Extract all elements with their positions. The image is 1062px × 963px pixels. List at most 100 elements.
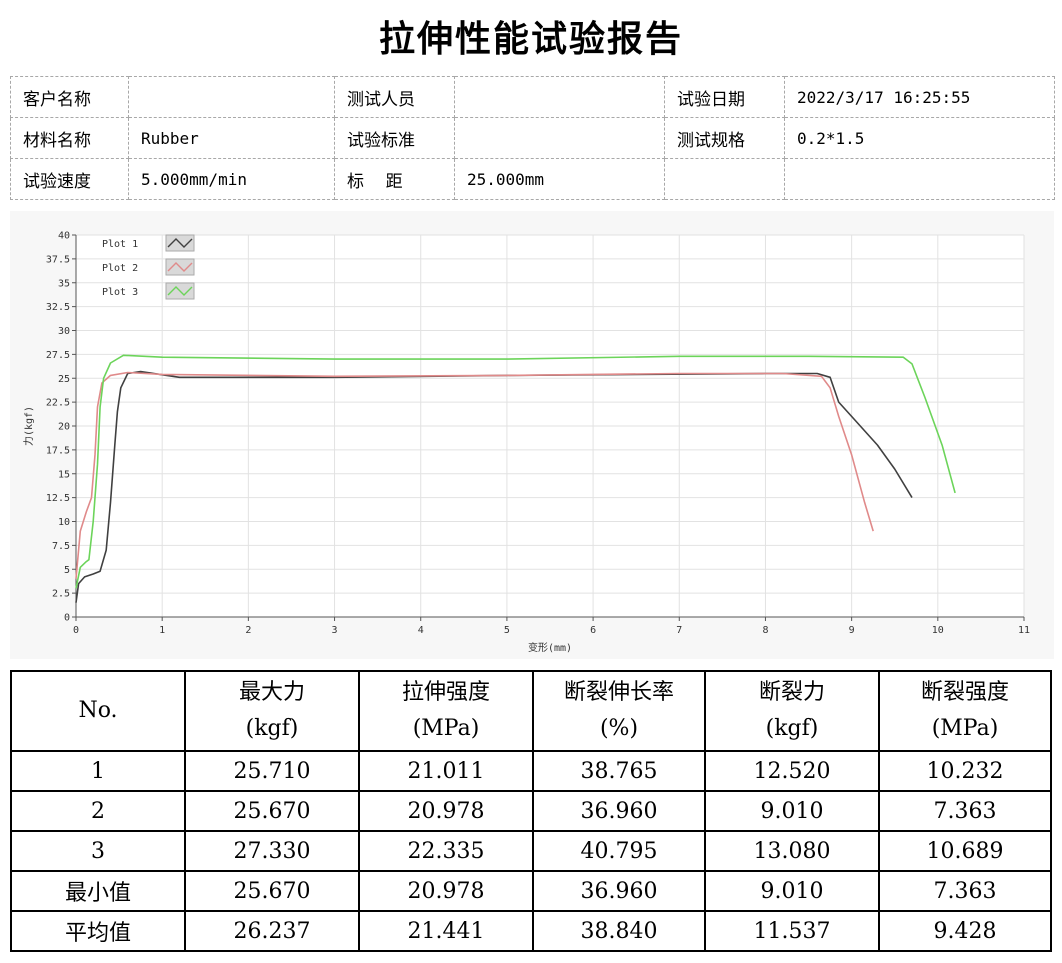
results-cell: 12.520 [704,750,880,792]
results-header-row: No. 最大力 (kgf) 拉伸强度 (MPa) 断裂伸长率 (%) 断裂力 (kgf) 断裂强度… [10,670,1052,752]
header-title: No. [78,698,118,723]
axes: 0 1 2 3 4 5 6 7 8 9 10 11 0 2.5 5 7.5 10 12.5 15 17.5 20 22.5… [46,231,1030,637]
results-cell: 38.765 [532,750,706,792]
gauge-value: 25.000mm [454,158,665,200]
results-cell: 11.537 [704,910,880,952]
results-cell: 2 [10,790,186,832]
results-cell: 9.010 [704,870,880,912]
y-tick-label: 37.5 [46,254,70,265]
gauge-label: 标 距 [334,158,455,200]
results-cell: 25.710 [184,750,360,792]
header-title: 最大力 [238,680,305,705]
results-header-cell: 最大力 (kgf) [184,670,360,752]
x-tick-label: 6 [590,625,596,636]
legend-swatch-line [167,238,193,248]
series-line-3 [75,354,956,589]
speed-value: 5.000mm/min [128,158,335,200]
material-label: 材料名称 [10,117,129,159]
legend-swatch-line [167,262,193,272]
results-cell: 21.441 [358,910,534,952]
y-tick-label: 20 [58,422,70,433]
info-table: 客户名称 测试人员 试验日期 2022/3/17 16:25:55 材料名称 R… [10,76,1055,200]
results-cell: 7.363 [878,790,1052,832]
force-deformation-chart: 0 1 2 3 4 5 6 7 8 9 10 11 0 2.5 5 7.5 10 12.5 15 17.5 20 22.5… [22,231,1030,655]
y-tick-label: 30 [58,326,70,337]
series-lines [75,354,956,603]
y-tick-label: 25 [58,374,70,385]
results-header-cell: 拉伸强度 (MPa) [358,670,534,752]
results-cell: 9.010 [704,790,880,832]
results-cell: 20.978 [358,870,534,912]
results-header-cell: 断裂强度 (MPa) [878,670,1052,752]
x-tick-label: 4 [418,625,424,636]
standard-value [454,117,665,159]
x-tick-label: 7 [676,625,682,636]
results-cell: 40.795 [532,830,706,872]
tester-label: 测试人员 [334,76,455,118]
empty-cell [664,158,785,200]
results-cell: 25.670 [184,790,360,832]
y-tick-label: 10 [58,517,70,528]
results-row: 最小值 25.670 20.978 36.960 9.010 7.363 [10,870,1052,912]
results-header-cell: 断裂力 (kgf) [704,670,880,752]
results-cell: 36.960 [532,790,706,832]
legend-label: Plot 1 [102,239,138,250]
chart-area: 0 1 2 3 4 5 6 7 8 9 10 11 0 2.5 5 7.5 10 12.5 15 17.5 20 22.5… [10,211,1054,659]
results-cell: 10.232 [878,750,1052,792]
header-unit: (kgf) [245,716,299,741]
results-cell: 9.428 [878,910,1052,952]
y-tick-label: 12.5 [46,493,70,504]
results-cell: 1 [10,750,186,792]
standard-label: 试验标准 [334,117,455,159]
x-tick-label: 9 [849,625,855,636]
results-row: 3 27.330 22.335 40.795 13.080 10.689 [10,830,1052,872]
header-unit: (MPa) [931,716,999,741]
results-header-cell: 断裂伸长率 (%) [532,670,706,752]
material-value: Rubber [128,117,335,159]
y-tick-label: 35 [58,278,70,289]
x-tick-label: 10 [932,625,944,636]
y-tick-label: 32.5 [46,302,70,313]
header-title: 拉伸强度 [401,680,490,705]
results-cell: 27.330 [184,830,360,872]
spec-label: 测试规格 [664,117,785,159]
date-value: 2022/3/17 16:25:55 [784,76,1055,118]
results-table: No. 最大力 (kgf) 拉伸强度 (MPa) 断裂伸长率 (%) 断裂力 (kgf) 断裂强度… [10,670,1052,952]
results-row: 1 25.710 21.011 38.765 12.520 10.232 [10,750,1052,792]
info-row: 客户名称 测试人员 试验日期 2022/3/17 16:25:55 [10,76,1055,118]
y-tick-label: 22.5 [46,398,70,409]
results-cell: 10.689 [878,830,1052,872]
y-tick-label: 15 [58,469,70,480]
info-row: 材料名称 Rubber 试验标准 测试规格 0.2*1.5 [10,117,1055,159]
customer-value [128,76,335,118]
y-tick-label: 2.5 [52,589,70,600]
series-line-2 [75,371,874,579]
grid [76,234,1025,617]
y-tick-label: 7.5 [52,541,70,552]
y-tick-label: 40 [58,231,70,242]
report-title: 拉伸性能试验报告 [378,18,683,60]
y-tick-label: 5 [64,565,70,576]
y-tick-label: 17.5 [46,445,70,456]
results-cell: 7.363 [878,870,1052,912]
legend-label: Plot 3 [102,287,138,298]
customer-label: 客户名称 [10,76,129,118]
x-tick-label: 2 [245,625,251,636]
spec-value: 0.2*1.5 [784,117,1055,159]
speed-label: 试验速度 [10,158,129,200]
legend-label: Plot 2 [102,263,138,274]
header-title: 断裂力 [758,680,825,705]
info-row: 试验速度 5.000mm/min 标 距 25.000mm [10,158,1055,200]
results-cell: 36.960 [532,870,706,912]
results-cell: 平均值 [10,910,186,952]
x-tick-label: 1 [159,625,165,636]
results-cell: 13.080 [704,830,880,872]
results-header-cell: No. [10,670,186,752]
legend-swatch-line [167,286,193,296]
x-tick-label: 3 [332,625,338,636]
x-tick-label: 8 [762,625,768,636]
header-title: 断裂伸长率 [563,680,674,705]
y-tick-label: 27.5 [46,350,70,361]
results-row: 平均值 26.237 21.441 38.840 11.537 9.428 [10,910,1052,952]
results-cell: 20.978 [358,790,534,832]
